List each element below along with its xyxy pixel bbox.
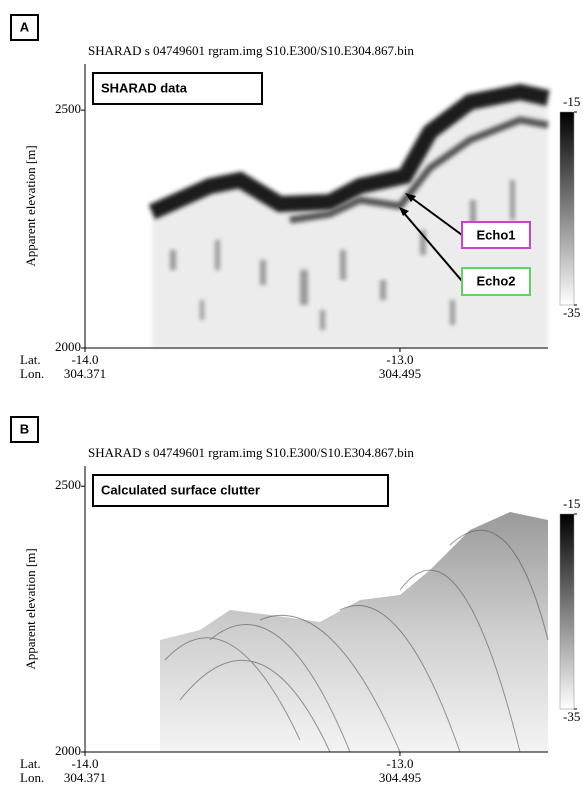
- panel-label: A: [20, 19, 30, 34]
- y-axis-label: Apparent elevation [m]: [23, 548, 38, 669]
- x-tick-label: -14.0: [71, 352, 98, 367]
- y-axis-label: Apparent elevation [m]: [23, 145, 38, 266]
- x-axis-label: Lat.: [20, 352, 41, 367]
- x-tick-label: -13.0: [386, 352, 413, 367]
- x-tick-label-lon: 304.371: [64, 770, 106, 785]
- colorbar: [560, 514, 574, 709]
- colorbar: [560, 112, 574, 305]
- clutter-image: [160, 512, 548, 752]
- colorbar-tick-label: -35: [563, 305, 580, 320]
- colorbar-tick-label: -35: [563, 709, 580, 724]
- x-tick-label-lon: 304.371: [64, 366, 106, 381]
- x-axis-label: Lon.: [20, 770, 44, 785]
- chart-title: SHARAD s 04749601 rgram.img S10.E300/S10…: [88, 445, 414, 460]
- x-axis-label: Lat.: [20, 756, 41, 771]
- y-tick-label: 2500: [55, 101, 81, 116]
- colorbar-tick-label: -15: [563, 496, 580, 511]
- colorbar-tick-label: -15: [563, 94, 580, 109]
- chart-title: SHARAD s 04749601 rgram.img S10.E300/S10…: [88, 43, 414, 58]
- x-tick-label: -14.0: [71, 756, 98, 771]
- echo-label: Echo1: [476, 227, 515, 242]
- radargram-image: [152, 92, 548, 348]
- x-axis-label: Lon.: [20, 366, 44, 381]
- x-tick-label-lon: 304.495: [379, 770, 421, 785]
- echo-label: Echo2: [476, 273, 515, 288]
- x-tick-label: -13.0: [386, 756, 413, 771]
- figure: A SHARAD s 04749601 rgram.img S10.E300/S1…: [0, 0, 583, 790]
- y-tick-label: 2500: [55, 477, 81, 492]
- annotation: SHARAD data: [101, 80, 188, 95]
- panel-label: B: [20, 421, 29, 436]
- x-tick-label-lon: 304.495: [379, 366, 421, 381]
- annotation: Calculated surface clutter: [101, 482, 260, 497]
